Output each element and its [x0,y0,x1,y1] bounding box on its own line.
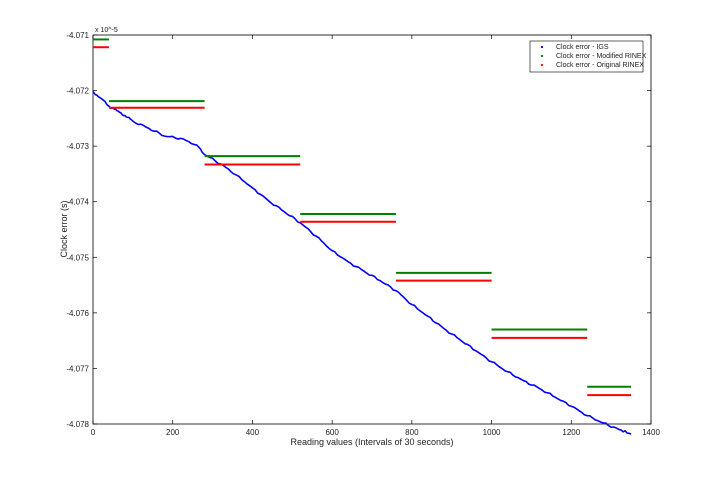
y-tick-label: -4.072 [66,87,89,96]
x-axis: 0 200 400 600 800 1000 1200 1400 [91,35,660,437]
y-tick-label: -4.077 [66,364,89,373]
plot-area [92,34,652,425]
y-tick-label: -4.076 [66,309,89,318]
legend: Clock error - IGS Clock error - Modified … [529,40,647,73]
legend-entry-label: Clock error - IGS [556,44,609,51]
data-layer [92,38,632,435]
series-line-igs [92,91,632,435]
legend-box [529,40,644,73]
x-axis-label: Reading values (Intervals of 30 seconds) [290,437,453,447]
x-tick-label: 1200 [562,428,580,437]
x-tick-label: 1000 [483,428,501,437]
x-tick-label: 200 [166,428,180,437]
y-exponent-label: x 10^-5 [95,27,118,34]
y-tick-label: -4.071 [66,31,89,40]
x-tick-label: 0 [91,428,96,437]
y-tick-label: -4.075 [66,253,89,262]
y-tick-label: -4.073 [66,142,89,151]
x-tick-label: 400 [246,428,260,437]
x-tick-label: 800 [405,428,419,437]
x-tick-label: 1400 [642,428,660,437]
legend-marker [540,45,544,49]
x-tick-label: 600 [325,428,339,437]
legend-entry-label: Clock error - Original RINEX [556,62,644,69]
legend-marker [540,63,544,67]
y-tick-label: -4.074 [66,198,89,207]
legend-marker [540,54,544,58]
y-tick-label: -4.078 [66,420,89,429]
y-axis: -4.071 -4.072 -4.073 -4.074 -4.075 -4.076 -4.0… [66,31,651,429]
y-axis-label: Clock error (s) [59,200,69,257]
legend-entry-label: Clock error - Modified RINEX [556,53,647,60]
